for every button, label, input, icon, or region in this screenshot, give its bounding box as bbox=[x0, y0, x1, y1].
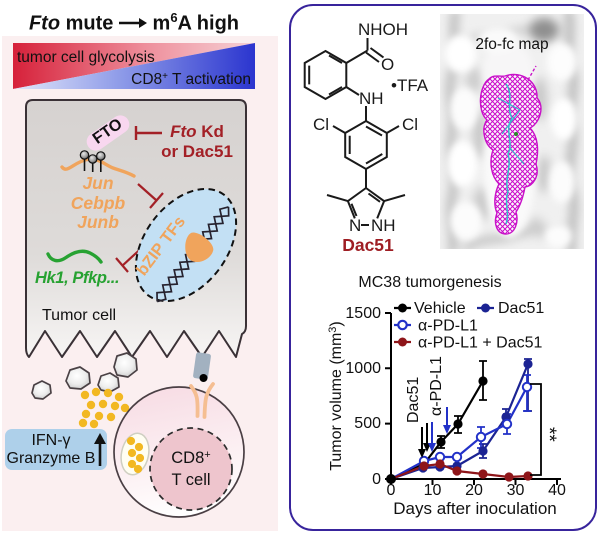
svg-text:NH: NH bbox=[371, 216, 396, 235]
svg-text:10: 10 bbox=[424, 482, 442, 499]
svg-text:40: 40 bbox=[548, 482, 566, 499]
svg-text:Dac51: Dac51 bbox=[405, 377, 422, 423]
svg-text:2fo-fc map: 2fo-fc map bbox=[475, 36, 548, 53]
svg-text:**: ** bbox=[538, 427, 559, 442]
svg-text:Dac51: Dac51 bbox=[342, 235, 394, 255]
svg-text:Vehicle: Vehicle bbox=[414, 300, 466, 317]
svg-text:T cell: T cell bbox=[171, 471, 210, 489]
svg-text:0: 0 bbox=[372, 471, 381, 488]
svg-text:20: 20 bbox=[465, 482, 483, 499]
svg-text:α-PD-L1: α-PD-L1 bbox=[418, 318, 478, 335]
svg-text:O: O bbox=[381, 55, 394, 74]
svg-text:α-PD-L1 + Dac51: α-PD-L1 + Dac51 bbox=[418, 335, 543, 352]
svg-text:Hk1, Pfkp...: Hk1, Pfkp... bbox=[35, 269, 119, 287]
svg-text:1000: 1000 bbox=[345, 360, 381, 377]
svg-text:Days after inoculation: Days after inoculation bbox=[393, 499, 556, 518]
svg-text:Tumor volume (mm3): Tumor volume (mm3) bbox=[327, 321, 345, 471]
svg-text:•TFA: •TFA bbox=[391, 76, 429, 95]
svg-text:tumor cell glycolysis: tumor cell glycolysis bbox=[17, 49, 155, 66]
svg-text:NH: NH bbox=[359, 89, 384, 108]
svg-text:NHOH: NHOH bbox=[358, 20, 408, 39]
svg-text:Cl: Cl bbox=[402, 115, 418, 134]
svg-text:0: 0 bbox=[387, 482, 396, 499]
svg-text:500: 500 bbox=[354, 415, 381, 432]
svg-text:α-PD-L1: α-PD-L1 bbox=[428, 356, 445, 416]
svg-text:Cl: Cl bbox=[313, 115, 329, 134]
svg-text:CD8+ T activation: CD8+ T activation bbox=[131, 71, 251, 88]
svg-text:30: 30 bbox=[507, 482, 525, 499]
svg-text:1500: 1500 bbox=[345, 305, 381, 322]
svg-text:Dac51: Dac51 bbox=[498, 300, 544, 317]
svg-text:CD8+: CD8+ bbox=[171, 449, 210, 467]
svg-text:MC38 tumorgenesis: MC38 tumorgenesis bbox=[358, 274, 501, 291]
svg-text:N: N bbox=[349, 216, 361, 235]
